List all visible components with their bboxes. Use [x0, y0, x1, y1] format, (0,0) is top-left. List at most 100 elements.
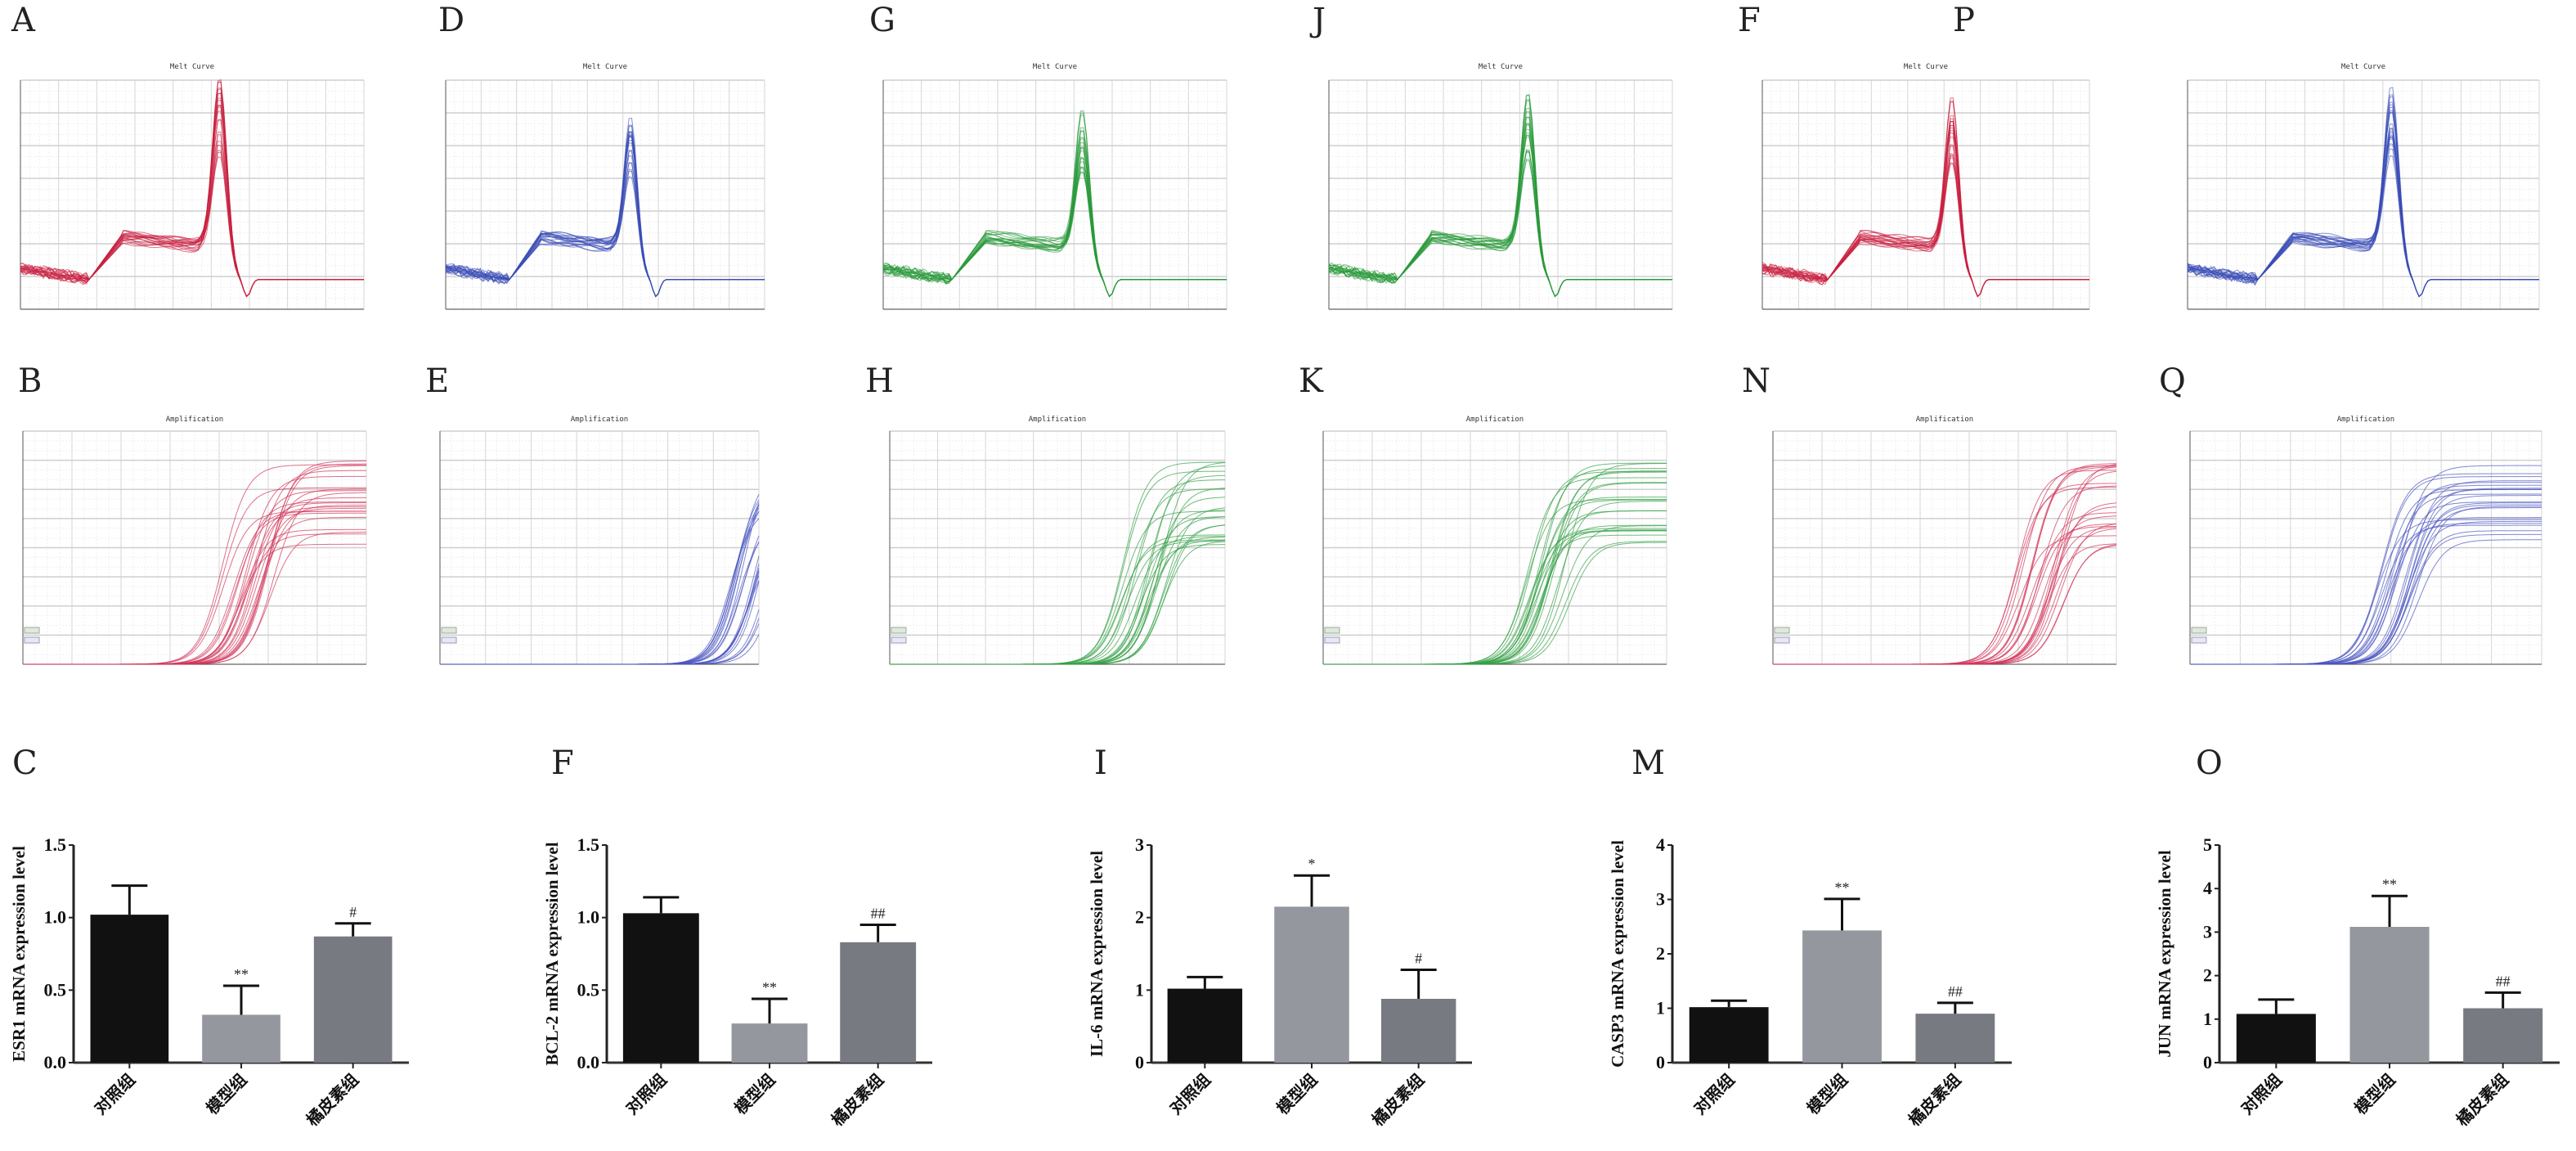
legend-box — [441, 636, 457, 644]
melt-curve-title: Melt Curve — [1033, 63, 1077, 71]
y-tick-label: 2 — [2203, 965, 2212, 986]
amplification-trace — [23, 505, 366, 665]
x-tick-label: 对照组 — [1690, 1070, 1738, 1118]
melt-curve-panel-F: Melt Curve — [1742, 57, 2102, 335]
melt-curve-traces — [2187, 87, 2539, 298]
amplification-trace — [890, 474, 1226, 665]
y-tick-label: 1 — [2203, 1009, 2212, 1029]
x-tick-label: 橘皮素组 — [2453, 1070, 2513, 1131]
y-axis-label: BCL-2 mRNA expression level — [542, 842, 562, 1065]
y-tick-label: 1.0 — [577, 907, 600, 928]
bar — [313, 936, 393, 1063]
melt-trace — [2187, 136, 2539, 298]
melt-trace — [2187, 137, 2539, 298]
bar — [840, 942, 917, 1063]
panel-letter-F-melt: F — [1738, 2, 1761, 39]
y-tick-label: 1.0 — [44, 907, 67, 928]
panel-letter-Q: Q — [2159, 362, 2186, 400]
bar — [622, 913, 699, 1063]
amplification-trace — [1773, 523, 2117, 665]
significance-marker: ## — [2496, 973, 2511, 989]
x-tick-label: 模型组 — [730, 1070, 779, 1118]
amplification-traces — [1323, 462, 1667, 665]
melt-trace — [1328, 117, 1672, 298]
melt-curve-title: Melt Curve — [1479, 63, 1523, 71]
panel-letter-O: O — [2196, 744, 2223, 782]
significance-marker: # — [349, 904, 357, 920]
legend-box — [1774, 636, 1790, 644]
significance-marker: ## — [871, 906, 886, 922]
legend-box — [2191, 627, 2207, 634]
melt-trace — [882, 130, 1227, 298]
x-tick-label: 橘皮素组 — [303, 1070, 363, 1131]
amplification-panel-E: Amplification — [417, 413, 769, 683]
amplification-trace — [23, 497, 366, 665]
panel-letter-C: C — [12, 744, 38, 782]
y-tick-label: 1.5 — [44, 834, 67, 855]
bar-chart-CASP3: CASP3 mRNA expression level 0 1 2 3 4 对照组 ** 模型组… — [1537, 818, 2028, 1151]
bar — [2236, 1014, 2316, 1063]
amplification-trace — [1323, 542, 1667, 665]
legend-box — [1324, 636, 1340, 644]
panel-letter-G: G — [869, 2, 895, 39]
bar — [90, 915, 169, 1063]
y-tick-label: 0.0 — [577, 1052, 600, 1072]
y-tick-label: 2 — [1135, 907, 1144, 928]
bar — [1167, 988, 1243, 1063]
melt-curve-title: Melt Curve — [583, 63, 627, 71]
legend-box — [891, 627, 907, 634]
melt-trace — [2187, 110, 2539, 298]
amplification-trace — [2190, 517, 2542, 665]
amplification-traces — [890, 461, 1226, 665]
x-tick-label: 对照组 — [1165, 1070, 1214, 1118]
amplification-panel-B: Amplification — [0, 413, 376, 683]
bar — [1802, 930, 1882, 1063]
panel-letter-H: H — [865, 362, 894, 400]
bar — [731, 1023, 808, 1063]
melt-curve-panel-G: Melt Curve — [863, 57, 1239, 335]
legend-box — [24, 636, 40, 644]
bar — [1274, 906, 1349, 1063]
significance-marker: * — [1308, 856, 1316, 872]
melt-curve-panel-D: Melt Curve — [425, 57, 777, 335]
bar-chart-BCL2: BCL-2 mRNA expression level 0.0 0.5 1.0 1.5 对… — [523, 818, 949, 1151]
y-tick-label: 3 — [2203, 921, 2212, 942]
amplification-title: Amplification — [1029, 416, 1086, 424]
grid — [439, 430, 760, 665]
bar — [1915, 1014, 1995, 1063]
bar — [2349, 927, 2430, 1063]
significance-marker: ** — [2382, 876, 2397, 892]
amplification-panel-Q: Amplification — [2167, 413, 2551, 683]
melt-trace — [445, 131, 765, 298]
bar-chart-JUN: JUN mRNA expression level 0 1 2 3 4 5 对照组 ** 模型组 #… — [2094, 818, 2576, 1151]
amplification-panel-H: Amplification — [867, 413, 1235, 683]
x-tick-label: 对照组 — [90, 1070, 138, 1118]
x-tick-label: 模型组 — [1272, 1070, 1321, 1118]
amplification-trace — [440, 535, 760, 665]
amplification-title: Amplification — [1466, 416, 1524, 424]
x-tick-label: 橘皮素组 — [828, 1070, 888, 1131]
panel-letter-A: A — [11, 2, 35, 39]
significance-marker: # — [1415, 951, 1422, 967]
y-tick-label: 0.5 — [577, 979, 600, 1000]
amplification-trace — [23, 464, 367, 665]
y-axis-label: ESR1 mRNA expression level — [9, 846, 29, 1062]
amplification-traces — [23, 461, 367, 665]
panel-letter-D: D — [438, 2, 465, 39]
bar-chart-IL6: IL-6 mRNA expression level 0 1 2 3 对照组 * 模型组 # 橘皮… — [1030, 818, 1488, 1151]
melt-curve-traces — [20, 79, 364, 298]
panel-letter-P: P — [1953, 2, 1975, 39]
y-tick-label: 3 — [1656, 889, 1665, 910]
amplification-panel-N: Amplification — [1750, 413, 2126, 683]
panel-letter-B: B — [18, 362, 43, 400]
melt-trace — [1761, 157, 2089, 298]
grid — [889, 430, 1226, 665]
panel-letter-I: I — [1094, 744, 1107, 782]
panel-letter-K: K — [1299, 362, 1323, 400]
grid — [22, 430, 367, 665]
y-tick-label: 0.0 — [44, 1052, 67, 1072]
bar — [1689, 1007, 1769, 1063]
melt-curve-traces — [445, 118, 765, 298]
legend-box — [441, 627, 457, 634]
melt-trace — [20, 79, 364, 298]
